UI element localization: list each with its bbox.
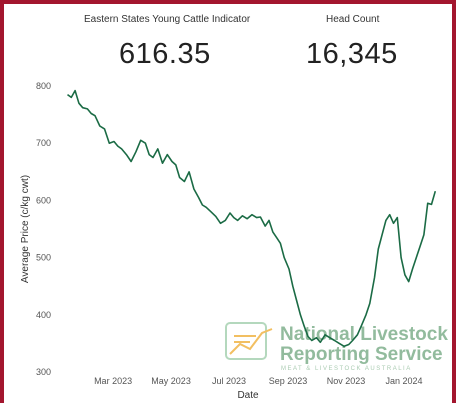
x-tick-label: Jul 2023 [212,376,246,386]
y-axis-ticks: 300 400 500 600 700 800 [36,81,51,377]
y-tick-label: 800 [36,81,51,91]
x-axis-ticks: Mar 2023 May 2023 Jul 2023 Sep 2023 Nov 2023… [94,376,422,386]
x-axis-title: Date [237,390,259,401]
series-line [67,89,437,348]
x-tick-label: May 2023 [151,376,191,386]
x-tick-label: Jan 2024 [385,376,422,386]
head-count-label: Head Count [326,14,380,25]
x-tick-label: Sep 2023 [269,376,308,386]
y-tick-label: 500 [36,253,51,263]
y-tick-label: 400 [36,310,51,320]
y-tick-label: 300 [36,367,51,377]
head-count-value: 16,345 [306,38,398,70]
indicator-label: Eastern States Young Cattle Indicator [84,14,251,25]
y-axis-title: Average Price (c/kg cwt) [20,175,31,283]
watermark-trend-icon [229,328,273,355]
nlrs-watermark: National Livestock Reporting Service MEA… [225,322,448,372]
x-tick-label: Nov 2023 [327,376,366,386]
watermark-line3: MEAT & LIVESTOCK AUSTRALIA [281,366,412,372]
indicator-value: 616.35 [119,38,211,70]
watermark-line2: Reporting Service [280,344,443,365]
y-tick-label: 700 [36,138,51,148]
y-tick-label: 600 [36,195,51,205]
x-tick-label: Mar 2023 [94,376,132,386]
watermark-logo-icon [225,322,267,360]
